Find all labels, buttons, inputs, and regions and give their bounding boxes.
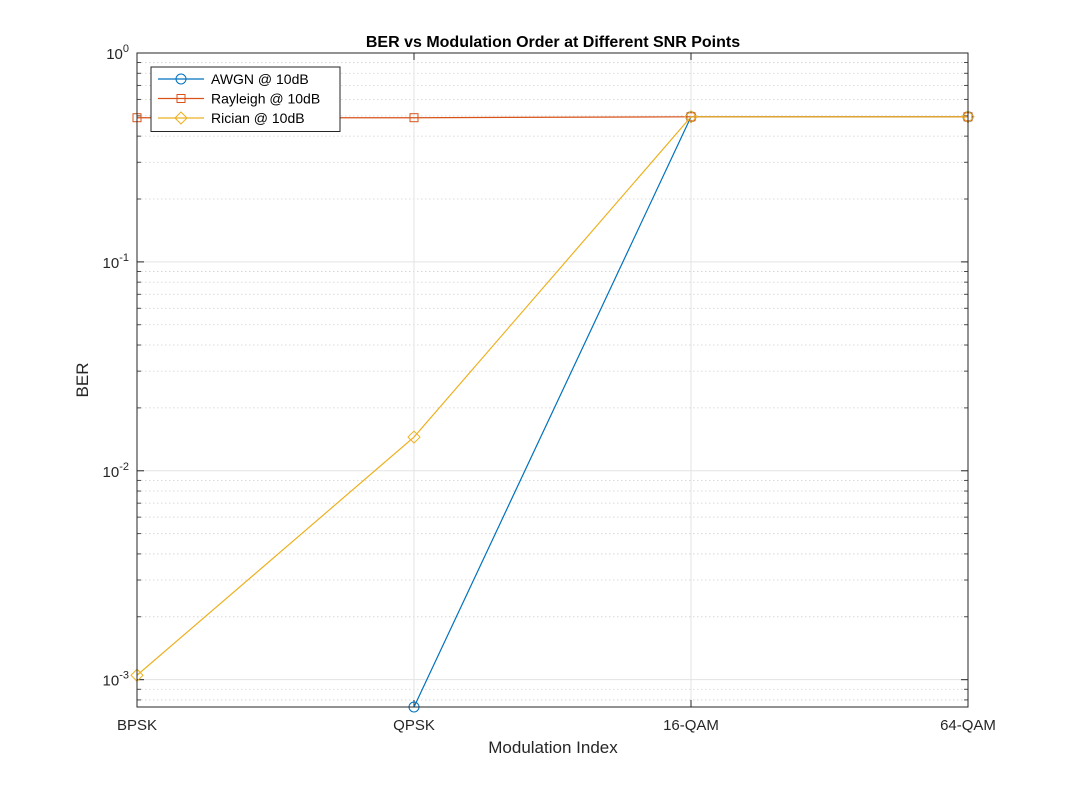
y-tick-label: 10-2 [103, 461, 129, 481]
x-tick-label: 16-QAM [663, 717, 719, 734]
data-point-rayleigh [409, 113, 419, 123]
legend-entry-rayleigh: Rayleigh @ 10dB [158, 91, 320, 107]
legend-entry-rician: Rician @ 10dB [158, 110, 305, 126]
x-axis-label: Modulation Index [488, 738, 618, 757]
x-tick-label: BPSK [117, 717, 157, 734]
legend-box [150, 66, 341, 132]
axis-ticks: 100 10-1 10-2 10-3 BPSK QPSK 16-QAM 64-QAM [103, 43, 996, 734]
x-tick-label: QPSK [393, 717, 435, 734]
y-tick-label: 10-1 [103, 252, 129, 272]
chart-title: BER vs Modulation Order at Different SNR… [366, 34, 740, 51]
legend-marker [174, 111, 188, 125]
data-point-rician [684, 110, 698, 124]
data-point-rician [407, 430, 421, 444]
legend-label: Rayleigh @ 10dB [211, 91, 320, 107]
x-tick-label: 64-QAM [940, 717, 996, 734]
legend: AWGN @ 10dB Rayleigh @ 10dB Rician @ 10dB [150, 66, 341, 132]
legend-marker [176, 94, 186, 103]
series-line-rician [136, 116, 968, 676]
y-tick-label: 10-3 [103, 670, 129, 690]
legend-label: AWGN @ 10dB [211, 71, 309, 87]
y-tick-label: 100 [106, 43, 129, 63]
legend-entry-awgn: AWGN @ 10dB [158, 71, 309, 87]
axes-box [136, 52, 969, 708]
y-axis-label: BER [73, 363, 92, 398]
legend-marker [175, 73, 187, 85]
legend-label: Rician @ 10dB [211, 110, 305, 126]
